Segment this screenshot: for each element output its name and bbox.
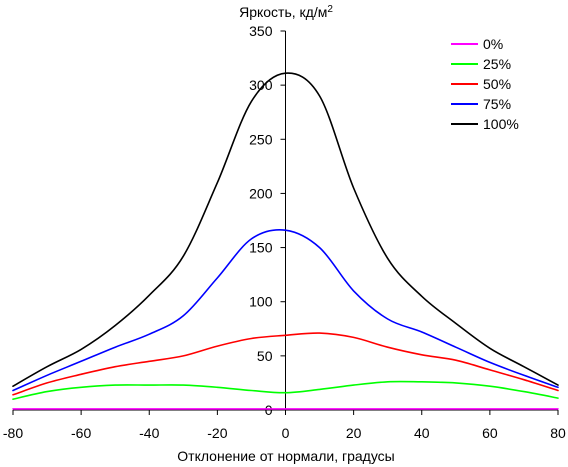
legend-label: 50%: [483, 76, 511, 92]
legend-label: 100%: [483, 116, 519, 132]
legend-label: 25%: [483, 56, 511, 72]
y-tick-label: 100: [249, 294, 273, 310]
y-tick-label: 150: [249, 240, 273, 256]
x-tick-label: -80: [3, 425, 23, 441]
x-tick-label: 40: [414, 425, 430, 441]
y-tick-label: 200: [249, 185, 273, 201]
y-tick-label: 250: [249, 131, 273, 147]
y-tick-label: 300: [249, 77, 273, 93]
x-tick-label: 20: [346, 425, 362, 441]
y-tick-label: 350: [249, 23, 273, 39]
legend: 0% 25% 50% 75% 100%: [451, 36, 519, 132]
legend-label: 0%: [483, 36, 503, 52]
x-tick-label: 60: [482, 425, 498, 441]
x-tick-label: 80: [550, 425, 566, 441]
x-axis-title: Отклонение от нормали, градусы: [177, 448, 394, 464]
y-tick-label: 0: [265, 402, 273, 418]
series-line-3: [12, 229, 559, 392]
x-tick-label: -40: [139, 425, 159, 441]
y-axis-title: Яркость, кд/м2: [239, 4, 333, 20]
series-line-2: [12, 332, 559, 396]
series-line-4: [12, 72, 559, 387]
x-tick-label: -60: [71, 425, 91, 441]
series-line-1: [12, 380, 559, 400]
x-tick-label: 0: [282, 425, 290, 441]
y-axis-title-superscript: 2: [327, 4, 333, 15]
x-tick-label: -20: [207, 425, 227, 441]
y-tick-label: 50: [257, 348, 273, 364]
legend-label: 75%: [483, 96, 511, 112]
